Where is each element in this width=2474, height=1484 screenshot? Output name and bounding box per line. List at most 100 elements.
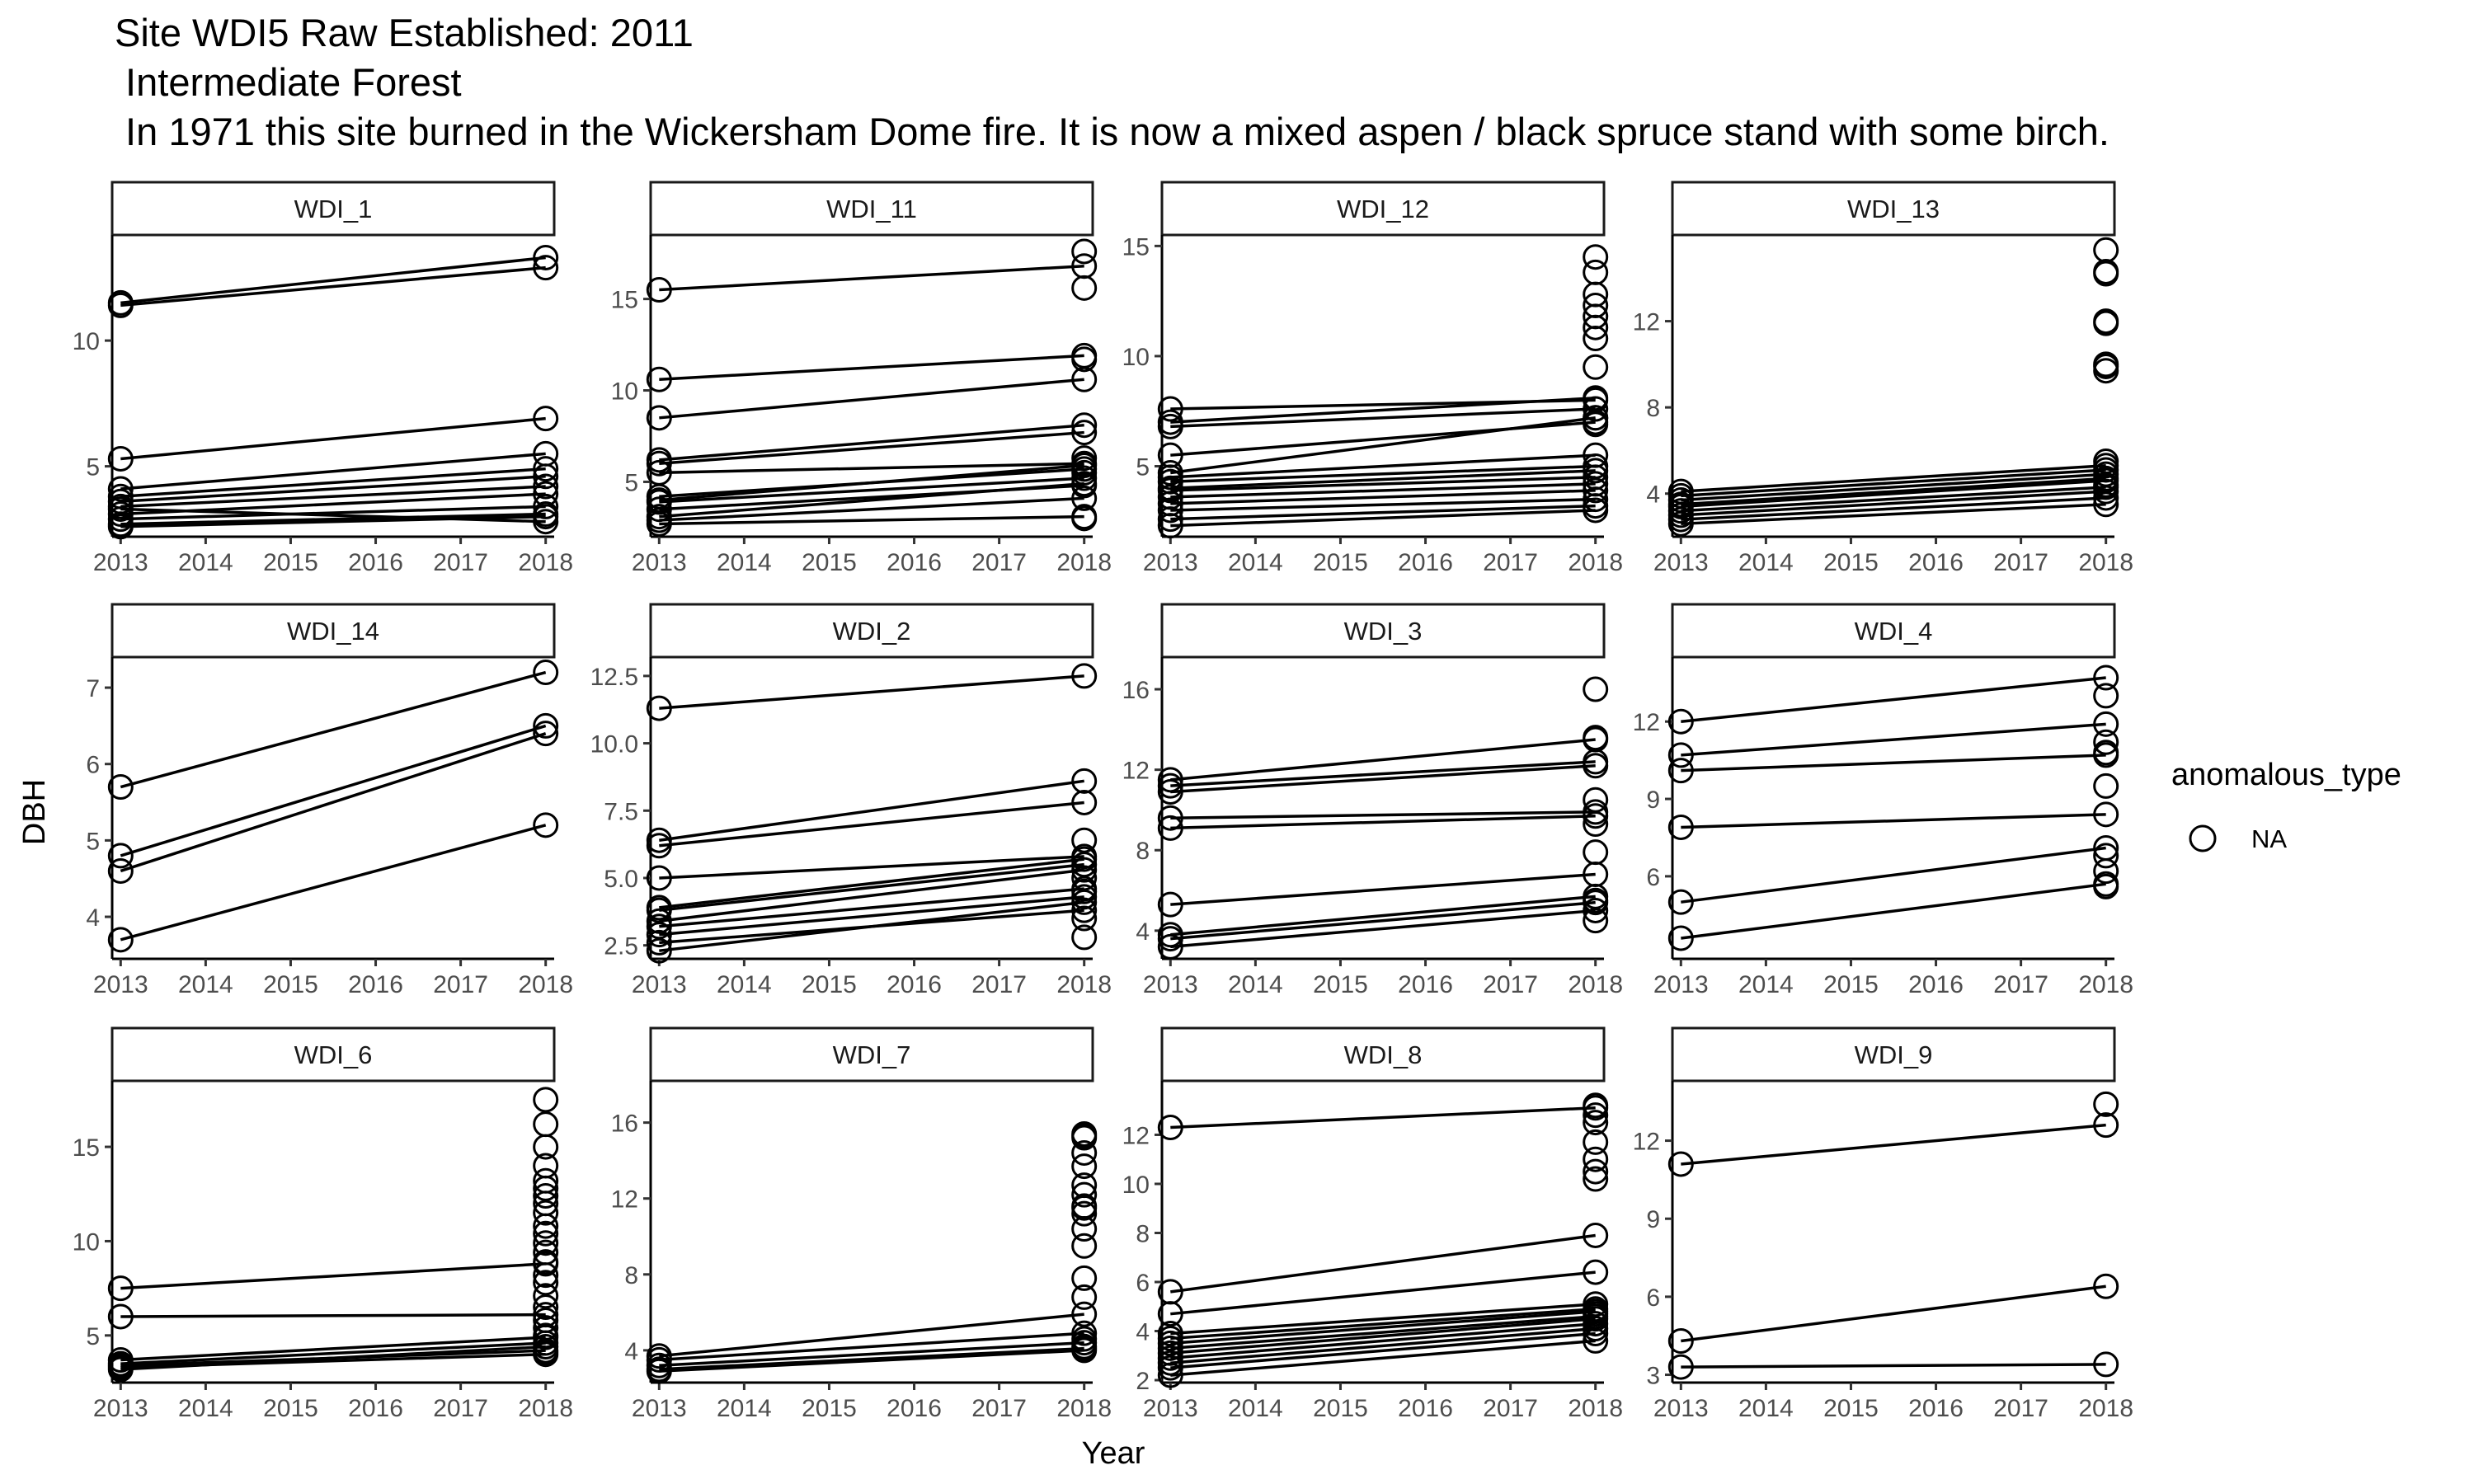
data-point xyxy=(533,504,559,530)
series-line xyxy=(1170,872,1596,906)
y-tick-label: 2.5 xyxy=(604,933,638,960)
data-point xyxy=(107,476,134,502)
x-tick-label: 2015 xyxy=(802,549,857,576)
series-line xyxy=(659,868,1084,923)
data-point xyxy=(533,1087,559,1113)
data-point xyxy=(533,660,559,686)
x-tick-label: 2018 xyxy=(518,971,573,998)
strip-wdi-4 xyxy=(1671,603,2116,659)
series-line xyxy=(1681,754,2106,773)
data-point xyxy=(1071,1320,1098,1346)
data-point xyxy=(533,1315,559,1341)
y-tick-label: 12.5 xyxy=(590,664,638,691)
x-tick-label: 2018 xyxy=(1568,1395,1623,1422)
data-point xyxy=(1071,768,1098,794)
legend-label-na: NA xyxy=(2251,824,2287,853)
data-point xyxy=(2093,1351,2119,1378)
data-point xyxy=(1157,413,1183,439)
data-point xyxy=(646,865,672,891)
data-point xyxy=(1071,789,1098,815)
data-point xyxy=(1157,805,1183,831)
x-tick-label: 2015 xyxy=(263,1395,318,1422)
data-point xyxy=(533,1183,559,1209)
series-line xyxy=(1170,909,1596,949)
y-tick-label: 9 xyxy=(1646,1206,1660,1233)
series-line xyxy=(1681,468,2106,498)
x-tick-label: 2016 xyxy=(348,971,403,998)
strip-wdi-9 xyxy=(1671,1026,2116,1082)
series-line xyxy=(1681,1123,2106,1166)
data-point xyxy=(1583,1259,1609,1285)
strip-wdi-8 xyxy=(1160,1026,1606,1082)
series-line xyxy=(659,1313,1084,1358)
data-point xyxy=(1583,1129,1609,1155)
series-line xyxy=(120,1262,546,1290)
legend: anomalous_type NA xyxy=(2171,758,2401,853)
data-point xyxy=(533,1322,559,1349)
x-tick-label: 2014 xyxy=(1228,971,1283,998)
data-point xyxy=(2093,711,2119,737)
y-tick-label: 10 xyxy=(611,378,638,406)
data-point xyxy=(1583,1301,1609,1327)
data-point xyxy=(533,493,559,519)
panel-wdi-11: WDI_11 5 10 15 2013 2014 2015 2016 2017 2018 xyxy=(611,181,1112,576)
data-point xyxy=(1071,1326,1098,1352)
x-tick-label: 2017 xyxy=(1483,1395,1538,1422)
data-point xyxy=(107,514,134,540)
x-tick-label: 2018 xyxy=(1568,971,1623,998)
series-line xyxy=(120,1341,546,1365)
series-line xyxy=(1170,1307,1596,1341)
series-line xyxy=(1681,1363,2106,1369)
chart-title-line-1: Site WDI5 Raw Established: 2011 xyxy=(115,11,694,54)
x-tick-label: 2013 xyxy=(1143,971,1198,998)
series-line xyxy=(1170,1309,1596,1345)
x-tick-label: 2014 xyxy=(178,971,233,998)
data-point xyxy=(1583,477,1609,504)
series-line xyxy=(120,505,546,521)
data-point xyxy=(1071,465,1098,491)
series-line xyxy=(1681,1284,2106,1343)
panel-wdi-1: WDI_1 5 10 2013 2014 2015 2016 2017 2018 xyxy=(73,181,573,576)
data-point xyxy=(1071,445,1098,472)
series-line xyxy=(659,855,1084,880)
data-point xyxy=(1157,1355,1183,1381)
x-tick-label: 2017 xyxy=(1483,549,1538,576)
data-point xyxy=(1157,1301,1183,1327)
data-point xyxy=(107,774,134,801)
strip-label-wdi-12: WDI_12 xyxy=(1337,195,1429,223)
data-point xyxy=(1071,471,1098,497)
series-line xyxy=(120,514,546,528)
data-point xyxy=(533,1220,559,1247)
data-point xyxy=(2093,358,2119,384)
series-line xyxy=(659,462,1084,475)
x-tick-label: 2018 xyxy=(2078,549,2133,576)
series-line xyxy=(659,423,1084,462)
x-tick-label: 2015 xyxy=(802,971,857,998)
y-tick-label: 4 xyxy=(1136,1319,1150,1346)
series-line xyxy=(1170,1317,1596,1355)
x-tick-label: 2017 xyxy=(1993,1395,2048,1422)
strip-label-wdi-2: WDI_2 xyxy=(833,617,911,646)
data-point xyxy=(533,1175,559,1201)
strip-label-wdi-8: WDI_8 xyxy=(1344,1040,1423,1069)
data-point xyxy=(1583,839,1609,866)
y-tick-label: 12 xyxy=(1633,709,1660,736)
series-line xyxy=(1681,490,2106,517)
x-tick-label: 2015 xyxy=(263,549,318,576)
data-point xyxy=(1071,505,1098,532)
series-line xyxy=(659,1341,1084,1368)
data-point xyxy=(2093,1273,2119,1299)
series-line xyxy=(1170,489,1596,505)
data-point xyxy=(1667,814,1694,840)
data-point xyxy=(1071,275,1098,301)
data-point xyxy=(533,473,559,500)
series-line xyxy=(659,801,1084,848)
x-tick-label: 2013 xyxy=(1143,1395,1198,1422)
data-point xyxy=(1583,326,1609,352)
strip-label-wdi-3: WDI_3 xyxy=(1344,617,1423,646)
y-tick-label: 15 xyxy=(73,1134,100,1162)
x-tick-label: 2017 xyxy=(1993,971,2048,998)
data-point xyxy=(1667,708,1694,735)
series-line xyxy=(659,862,1084,912)
data-point xyxy=(107,843,134,869)
